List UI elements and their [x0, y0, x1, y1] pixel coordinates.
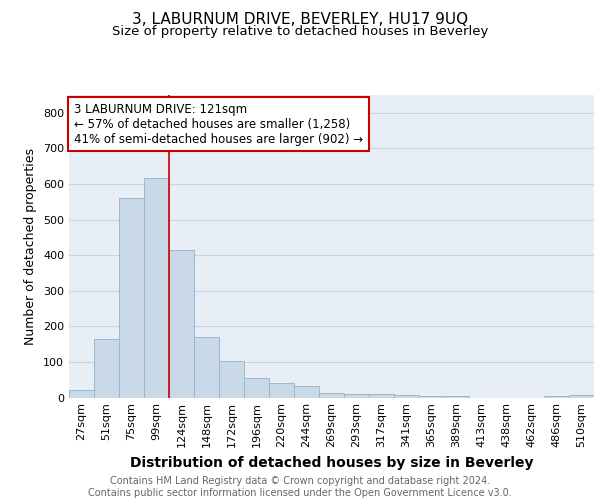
Bar	[544, 396, 569, 398]
Bar	[319, 392, 344, 398]
Bar	[269, 382, 294, 398]
Bar	[94, 340, 119, 398]
Bar	[394, 396, 419, 398]
Bar	[369, 394, 394, 398]
Bar	[219, 361, 244, 398]
Bar	[294, 386, 319, 398]
X-axis label: Distribution of detached houses by size in Beverley: Distribution of detached houses by size …	[130, 456, 533, 470]
Bar	[69, 390, 94, 398]
Bar	[569, 396, 594, 398]
Y-axis label: Number of detached properties: Number of detached properties	[25, 148, 37, 345]
Bar	[244, 378, 269, 398]
Text: Size of property relative to detached houses in Beverley: Size of property relative to detached ho…	[112, 25, 488, 38]
Bar	[344, 394, 369, 398]
Bar	[419, 396, 444, 398]
Bar	[194, 337, 219, 398]
Bar	[444, 396, 469, 398]
Bar	[169, 250, 194, 398]
Text: 3 LABURNUM DRIVE: 121sqm
← 57% of detached houses are smaller (1,258)
41% of sem: 3 LABURNUM DRIVE: 121sqm ← 57% of detach…	[74, 102, 364, 146]
Bar	[144, 178, 169, 398]
Text: Contains HM Land Registry data © Crown copyright and database right 2024.
Contai: Contains HM Land Registry data © Crown c…	[88, 476, 512, 498]
Text: 3, LABURNUM DRIVE, BEVERLEY, HU17 9UQ: 3, LABURNUM DRIVE, BEVERLEY, HU17 9UQ	[132, 12, 468, 28]
Bar	[119, 198, 144, 398]
